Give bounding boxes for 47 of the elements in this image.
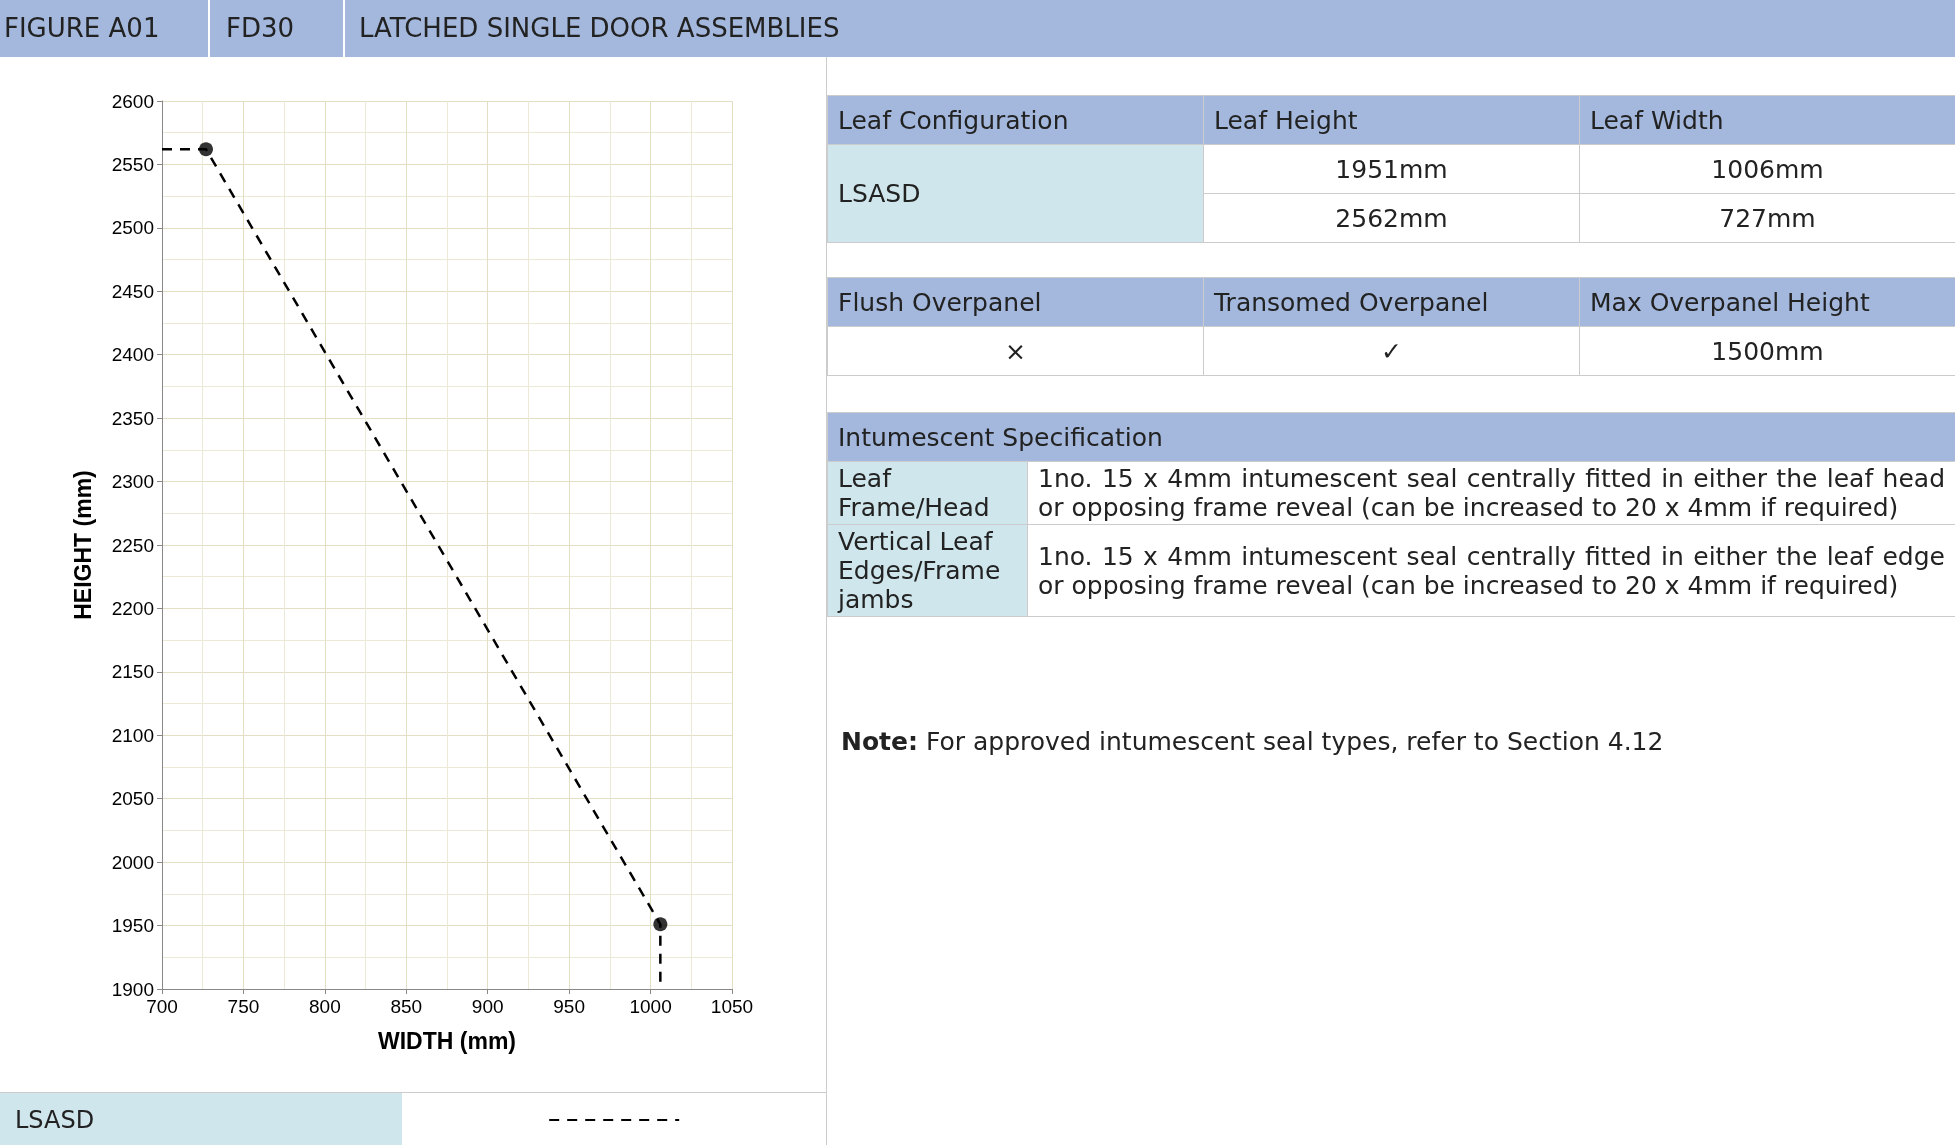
text: LSASD (15, 1106, 95, 1134)
text: Leaf Width (1579, 95, 1955, 145)
text: Leaf Height (1203, 95, 1580, 145)
text: 1006mm (1579, 144, 1955, 194)
text: 727mm (1579, 193, 1955, 243)
x-tick-label: 800 (309, 996, 341, 1017)
text: × (827, 326, 1204, 376)
y-tick-label: 2100 (111, 724, 154, 746)
text: 2562mm (1203, 193, 1580, 243)
y-axis-title: HEIGHT (mm) (69, 470, 96, 620)
y-tick-label: 2550 (111, 153, 154, 175)
text: 1500mm (1579, 326, 1955, 376)
text: Note: For approved intumescent seal types, refer to Section 4.12 (841, 727, 1664, 756)
y-tick-label: 2000 (111, 851, 154, 873)
caption: FIGURE A01 (0, 0, 210, 57)
text: Leaf Frame/Head (827, 461, 1028, 525)
text: ✓ (1203, 326, 1580, 376)
x-tick-label: 950 (553, 996, 585, 1017)
y-tick-label: 2200 (111, 597, 154, 619)
text: Vertical Leaf Edges/Frame jambs (827, 524, 1028, 617)
x-tick-label: 1000 (629, 996, 672, 1017)
x-tick-label: 900 (471, 996, 504, 1017)
text: 1951mm (1203, 144, 1580, 194)
text: Transomed Overpanel (1203, 277, 1580, 327)
y-tick-label: 2300 (111, 471, 154, 493)
x-tick-label: 850 (390, 996, 423, 1017)
text: Intumescent Specification (827, 412, 1955, 462)
x-tick-label: 750 (227, 996, 260, 1017)
text: Flush Overpanel (827, 277, 1204, 327)
text: 1no. 15 x 4mm intumescent seal centrally fitted in either the leaf head or opposing frame reveal (can be increased to 20 x 4mm if required) (1027, 461, 1955, 525)
x-axis-title: WIDTH (mm) (378, 1027, 516, 1054)
text: 1no. 15 x 4mm intumescent seal centrally fitted in either the leaf edge or opposing frame reveal (can be increased to 20 x 4mm if required) (1027, 524, 1955, 617)
text: FD30 (210, 0, 345, 57)
y-tick-label: 2400 (111, 344, 154, 366)
y-tick-label: 2050 (111, 788, 154, 810)
y-tick-label: 2150 (111, 661, 154, 683)
y-tick-label: 2600 (111, 90, 154, 112)
text: LSASD (827, 144, 1204, 243)
y-tick-label: 2450 (111, 280, 154, 302)
chart-title: LATCHED SINGLE DOOR ASSEMBLIES (358, 12, 840, 45)
y-tick-label: 2250 (111, 534, 154, 556)
x-tick-label: 1050 (710, 996, 754, 1017)
y-tick-label: 2500 (111, 217, 154, 239)
y-tick-label: 1950 (111, 915, 154, 937)
text: Max Overpanel Height (1579, 277, 1955, 327)
y-tick-label: 2350 (111, 407, 154, 429)
text: Leaf Configuration (827, 95, 1204, 145)
